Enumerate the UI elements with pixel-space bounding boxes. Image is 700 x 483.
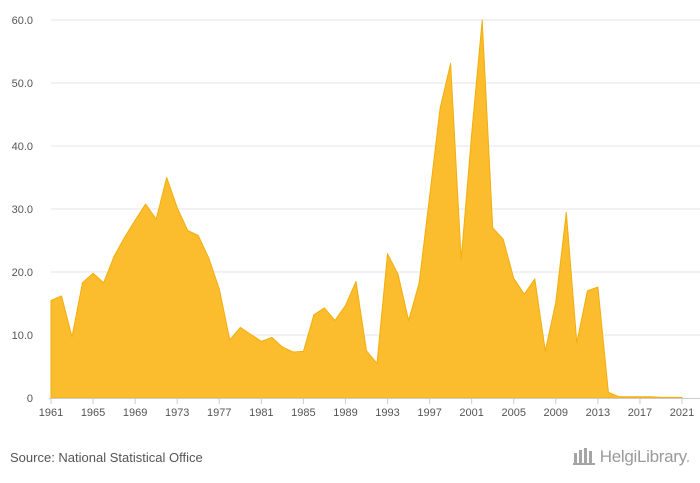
brand-dot: . (685, 447, 691, 466)
series-area-path (50, 19, 683, 399)
series-area (50, 19, 683, 399)
x-tick-labels: 1961 1965 1969 1973 1977 1981 1985 1989 1993 1997… (39, 407, 694, 419)
x-tick-label: 1973 (165, 407, 189, 419)
y-tick-label: 10.0 (12, 330, 33, 342)
y-tick-label: 0 (27, 393, 33, 405)
x-tick-label: 2017 (628, 407, 652, 419)
y-tick-label: 50.0 (12, 78, 33, 90)
area-chart: 010.020.030.040.050.060.0 1961 1965 1969 19… (12, 15, 700, 419)
x-tick-label: 1977 (207, 407, 231, 419)
x-tick-label: 2009 (544, 407, 568, 419)
x-tick-label: 2021 (670, 407, 694, 419)
source-note: Source: National Statistical Office (10, 450, 203, 465)
x-tick-label: 1969 (123, 407, 147, 419)
x-tick-label: 1997 (417, 407, 441, 419)
x-tick-label: 1981 (249, 407, 273, 419)
y-tick-label: 40.0 (12, 141, 33, 153)
x-tick-label: 1965 (81, 407, 105, 419)
x-tick-label: 1985 (291, 407, 315, 419)
library-icon (572, 448, 595, 465)
brand-logo: HelgiLibrary. (572, 447, 691, 467)
brand-name: HelgiLibrary (599, 447, 686, 466)
y-tick-label: 20.0 (12, 267, 33, 279)
axes (49, 398, 700, 404)
x-tick-label: 1989 (333, 407, 357, 419)
x-tick-label: 2005 (501, 407, 525, 419)
x-tick-label: 1961 (39, 407, 63, 419)
x-tick-label: 2013 (586, 407, 610, 419)
y-tick-label: 30.0 (12, 204, 33, 216)
y-tick-labels: 0 10.0 20.0 30.0 40.0 50.0 60.0 (12, 15, 33, 405)
x-tick-label: 1993 (375, 407, 399, 419)
x-tick-label: 2001 (459, 407, 483, 419)
y-tick-label: 60.0 (12, 15, 33, 27)
